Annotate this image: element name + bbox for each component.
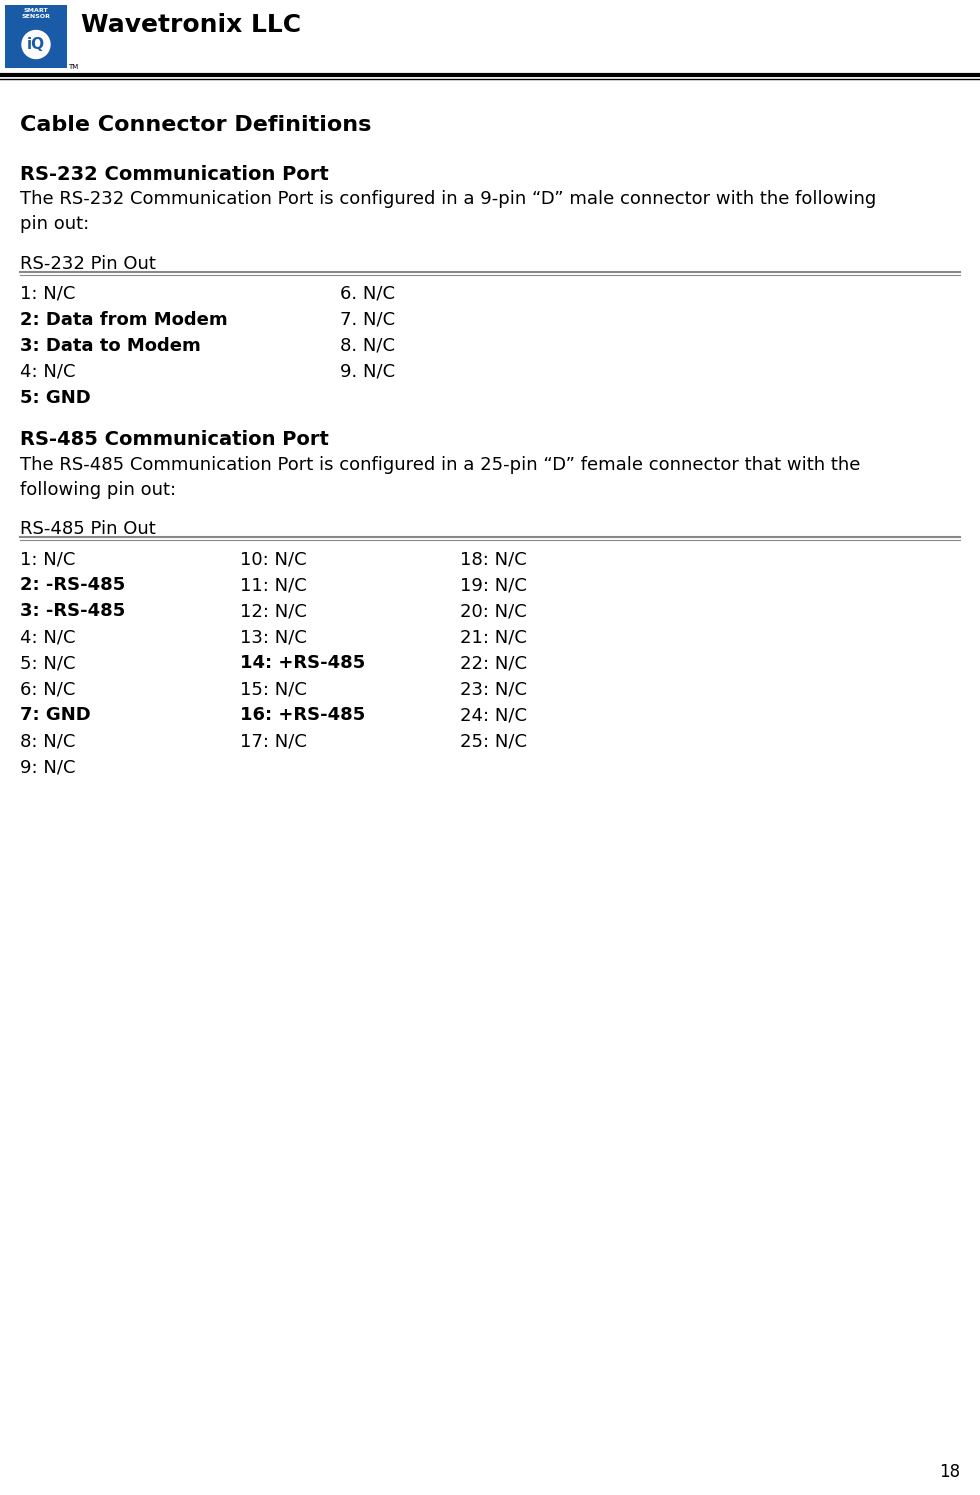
Text: 8: N/C: 8: N/C — [20, 733, 75, 750]
Text: Cable Connector Definitions: Cable Connector Definitions — [20, 115, 371, 135]
Text: 8. N/C: 8. N/C — [340, 336, 395, 354]
Text: 16: +RS-485: 16: +RS-485 — [240, 706, 366, 724]
Text: RS-232 Pin Out: RS-232 Pin Out — [20, 256, 156, 274]
Text: The RS-232 Communication Port is configured in a 9-pin “D” male connector with t: The RS-232 Communication Port is configu… — [20, 190, 876, 208]
Text: 18: N/C: 18: N/C — [460, 550, 527, 568]
Text: RS-232 Communication Port: RS-232 Communication Port — [20, 164, 328, 184]
Text: 7: GND: 7: GND — [20, 706, 91, 724]
Circle shape — [22, 30, 50, 58]
Text: pin out:: pin out: — [20, 215, 89, 233]
Text: 22: N/C: 22: N/C — [460, 653, 527, 671]
Text: 2: -RS-485: 2: -RS-485 — [20, 576, 125, 594]
Text: 9: N/C: 9: N/C — [20, 758, 75, 776]
Text: 2: Data from Modem: 2: Data from Modem — [20, 311, 227, 329]
Text: 24: N/C: 24: N/C — [460, 706, 527, 724]
Text: 6: N/C: 6: N/C — [20, 680, 75, 698]
Text: following pin out:: following pin out: — [20, 481, 176, 499]
Text: 3: -RS-485: 3: -RS-485 — [20, 602, 125, 620]
Text: 9. N/C: 9. N/C — [340, 363, 395, 381]
Text: RS-485 Communication Port: RS-485 Communication Port — [20, 431, 329, 448]
Text: 14: +RS-485: 14: +RS-485 — [240, 653, 366, 671]
Text: The RS-485 Communication Port is configured in a 25-pin “D” female connector tha: The RS-485 Communication Port is configu… — [20, 456, 860, 474]
Bar — [5, 4, 67, 67]
Text: 1: N/C: 1: N/C — [20, 286, 75, 303]
Text: SMART: SMART — [24, 7, 48, 13]
Text: 12: N/C: 12: N/C — [240, 602, 307, 620]
Text: 23: N/C: 23: N/C — [460, 680, 527, 698]
Text: 19: N/C: 19: N/C — [460, 576, 527, 594]
Text: iQ: iQ — [26, 37, 45, 52]
Text: 17: N/C: 17: N/C — [240, 733, 307, 750]
Text: 11: N/C: 11: N/C — [240, 576, 307, 594]
Text: 5: GND: 5: GND — [20, 389, 91, 407]
Text: 20: N/C: 20: N/C — [460, 602, 527, 620]
Text: 13: N/C: 13: N/C — [240, 628, 307, 646]
Text: 10: N/C: 10: N/C — [240, 550, 307, 568]
Text: 6. N/C: 6. N/C — [340, 286, 395, 303]
Text: 5: N/C: 5: N/C — [20, 653, 75, 671]
Text: 1: N/C: 1: N/C — [20, 550, 75, 568]
Text: 4: N/C: 4: N/C — [20, 363, 75, 381]
Text: 3: Data to Modem: 3: Data to Modem — [20, 336, 201, 354]
Text: 7. N/C: 7. N/C — [340, 311, 395, 329]
Text: 18: 18 — [939, 1464, 960, 1482]
Text: Wavetronix LLC: Wavetronix LLC — [81, 13, 301, 37]
Text: 4: N/C: 4: N/C — [20, 628, 75, 646]
Text: TM: TM — [68, 64, 78, 70]
Text: 15: N/C: 15: N/C — [240, 680, 307, 698]
Text: SENSOR: SENSOR — [22, 13, 51, 19]
Text: 25: N/C: 25: N/C — [460, 733, 527, 750]
Text: 21: N/C: 21: N/C — [460, 628, 527, 646]
Text: RS-485 Pin Out: RS-485 Pin Out — [20, 520, 156, 538]
